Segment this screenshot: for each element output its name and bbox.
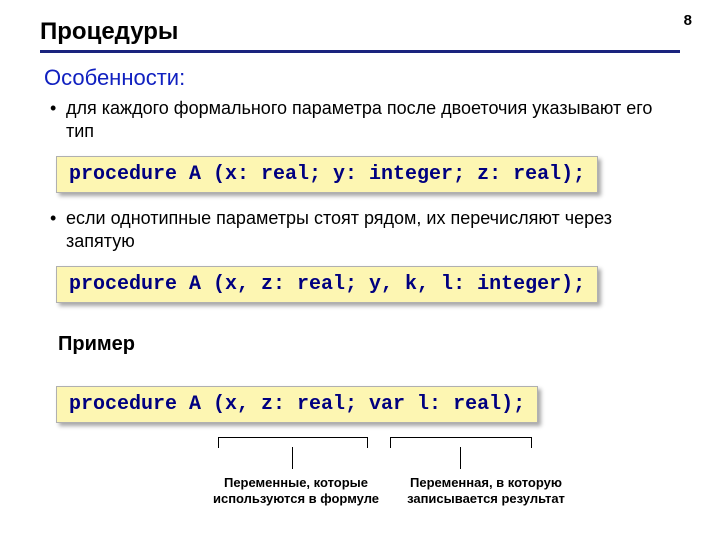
code-block-1: procedure A (x: real; y: integer; z: rea… [56, 156, 598, 193]
callout-diagram: Переменные, которые используются в форму… [56, 437, 680, 540]
section-subtitle: Особенности: [44, 65, 680, 91]
bracket-right [390, 437, 532, 448]
bracket-left [218, 437, 368, 448]
bullet-list: если однотипные параметры стоят рядом, и… [66, 207, 680, 252]
stem-right [460, 447, 461, 469]
callout-right-line2: записывается результат [407, 491, 565, 506]
callout-left: Переменные, которые используются в форму… [196, 475, 396, 506]
callout-left-line2: используются в формуле [213, 491, 379, 506]
page-title: Процедуры [40, 18, 680, 46]
code-block-2: procedure A (x, z: real; y, k, l: intege… [56, 266, 598, 303]
callout-right: Переменная, в которую записывается резул… [386, 475, 586, 506]
slide: 8 Процедуры Особенности: для каждого фор… [0, 0, 720, 540]
title-underline [40, 50, 680, 53]
bullet-list: для каждого формального параметра после … [66, 97, 680, 142]
bullet-item: если однотипные параметры стоят рядом, и… [66, 207, 680, 252]
callout-left-line1: Переменные, которые [224, 475, 368, 490]
bullet-item: для каждого формального параметра после … [66, 97, 680, 142]
code-block-3: procedure A (x, z: real; var l: real); [56, 386, 538, 423]
page-number: 8 [684, 12, 692, 29]
callout-right-line1: Переменная, в которую [410, 475, 562, 490]
example-label: Пример [58, 333, 680, 356]
stem-left [292, 447, 293, 469]
